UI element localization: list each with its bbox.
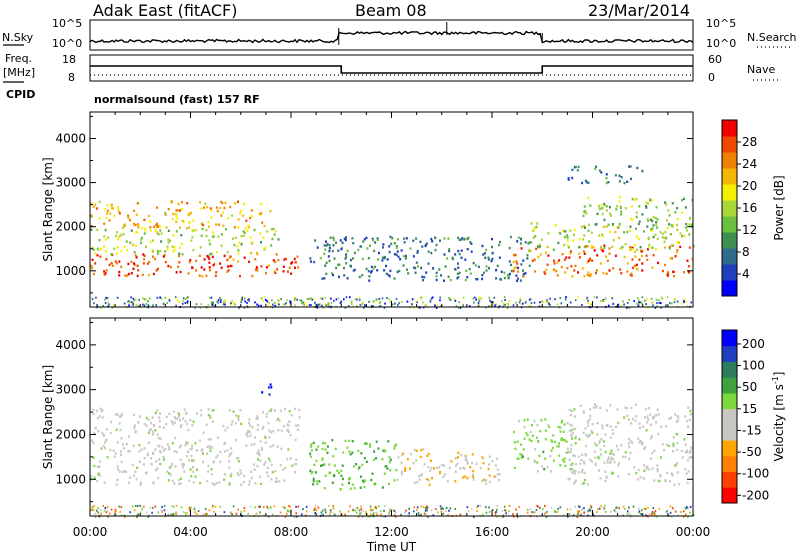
- power-colorbar-swatch: [722, 232, 737, 249]
- xlabel: Time UT: [366, 540, 417, 554]
- freq-label: Freq.: [5, 52, 33, 65]
- nave-tick-top: 60: [708, 53, 722, 66]
- cpid-label: CPID: [6, 88, 36, 101]
- velocity-ylabel: Slant Range [km]: [41, 365, 55, 469]
- power-colorbar-swatch: [722, 184, 737, 201]
- velocity-echo-cells: [90, 383, 695, 518]
- velocity-colorbar-swatch: [722, 440, 737, 457]
- power-colorbar-swatch: [722, 280, 737, 297]
- power-colorbar-swatch: [722, 136, 737, 153]
- velocity-colorbar-swatch: [722, 377, 737, 394]
- power-colorbar: [722, 120, 737, 297]
- xtick-label: 12:00: [374, 525, 409, 539]
- velocity-colorbar-swatch: [722, 345, 737, 362]
- velocity-colorbar-tick-label: 100: [742, 359, 765, 373]
- velocity-colorbar-swatch: [722, 392, 737, 410]
- power-colorbar-swatch: [722, 152, 737, 169]
- freq-unit: [MHz]: [3, 66, 36, 79]
- power-colorbar-swatch: [722, 216, 737, 233]
- nave-label: Nave: [747, 63, 776, 76]
- velocity-colorbar-tick-label: -100: [742, 467, 769, 481]
- power-colorbar-tick-label: 16: [742, 201, 757, 215]
- velocity-colorbar-swatch: [722, 471, 737, 488]
- velocity-ytick-label: 1000: [55, 472, 86, 486]
- power-colorbar-tick-label: 24: [742, 157, 757, 171]
- xtick-label: 04:00: [173, 525, 208, 539]
- velocity-colorbar-label: Velocity [m s-1]: [771, 372, 786, 462]
- power-ytick-label: 4000: [55, 131, 86, 145]
- velocity-colorbar-swatch: [722, 330, 737, 347]
- velocity-panel-bg: [90, 318, 693, 516]
- velocity-colorbar-tick-label: 50: [742, 380, 757, 394]
- velocity-colorbar-swatch: [722, 408, 737, 425]
- velocity-colorbar-tick-label: -15: [742, 423, 762, 437]
- power-ytick-label: 3000: [55, 176, 86, 190]
- xtick-label: 20:00: [575, 525, 610, 539]
- nsky-tick-bottom: 10^0: [52, 37, 83, 50]
- nsky-panel-frame: [89, 19, 694, 51]
- velocity-ytick-label: 3000: [55, 383, 86, 397]
- cpid-value: normalsound (fast) 157 RF: [94, 93, 260, 106]
- nsearch-tick-top: 10^5: [706, 17, 737, 30]
- velocity-colorbar: [722, 330, 737, 504]
- xtick-label: 16:00: [475, 525, 510, 539]
- velocity-colorbar-swatch: [722, 424, 737, 441]
- power-colorbar-tick-label: 28: [742, 135, 757, 149]
- power-colorbar-tick-label: 4: [742, 267, 750, 281]
- xtick-label: 00:00: [676, 525, 711, 539]
- power-panel-bg: [90, 112, 693, 307]
- freq-tick-top: 18: [62, 53, 76, 66]
- nsky-trace: [89, 30, 694, 44]
- velocity-colorbar-frame: [721, 329, 738, 504]
- nsky-label: N.Sky: [2, 31, 34, 44]
- nsearch-label: N.Search: [747, 31, 797, 44]
- power-ytick-label: 2000: [55, 220, 86, 234]
- velocity-colorbar-tick-label: 15: [742, 402, 757, 416]
- nave-tick-bottom: 0: [708, 71, 715, 84]
- freq-trace: [90, 65, 693, 74]
- power-colorbar-tick-label: 20: [742, 179, 757, 193]
- velocity-colorbar-swatch: [722, 487, 737, 504]
- xtick-label: 08:00: [274, 525, 309, 539]
- power-colorbar-swatch: [722, 264, 737, 281]
- nsearch-tick-bottom: 10^0: [706, 37, 737, 50]
- velocity-colorbar-tick-label: 200: [742, 337, 765, 351]
- power-ytick-label: 1000: [55, 264, 86, 278]
- freq-tick-bottom: 8: [68, 71, 75, 84]
- velocity-colorbar-swatch: [722, 361, 737, 378]
- power-ylabel: Slant Range [km]: [41, 157, 55, 261]
- power-colorbar-tick-label: 8: [742, 245, 750, 259]
- date-label: 23/Mar/2014: [588, 1, 691, 20]
- power-colorbar-tick-label: 12: [742, 223, 757, 237]
- velocity-ytick-label: 4000: [55, 338, 86, 352]
- plot-title: Adak East (fitACF): [93, 1, 238, 20]
- velocity-ytick-label: 2000: [55, 427, 86, 441]
- power-colorbar-label: Power [dB]: [772, 175, 786, 240]
- freq-panel-frame: [89, 54, 694, 82]
- velocity-colorbar-tick-label: -50: [742, 445, 762, 459]
- beam-label: Beam 08: [355, 1, 427, 20]
- power-colorbar-swatch: [722, 120, 737, 137]
- power-colorbar-swatch: [722, 200, 737, 217]
- power-colorbar-swatch: [722, 168, 737, 185]
- velocity-colorbar-swatch: [722, 455, 737, 472]
- nsky-tick-top: 10^5: [52, 17, 83, 30]
- xtick-label: 00:00: [73, 525, 108, 539]
- power-colorbar-swatch: [722, 248, 737, 265]
- velocity-colorbar-tick-label: -200: [742, 488, 769, 502]
